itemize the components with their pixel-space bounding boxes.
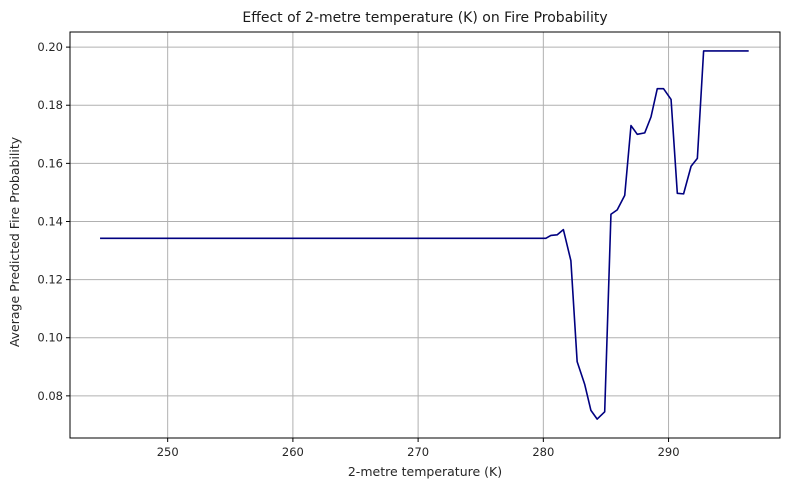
x-tick-label: 280 bbox=[532, 445, 554, 459]
x-tick-label: 290 bbox=[658, 445, 680, 459]
x-axis-label: 2-metre temperature (K) bbox=[348, 464, 502, 479]
x-tick-label: 270 bbox=[407, 445, 429, 459]
y-tick-label: 0.10 bbox=[37, 331, 63, 345]
y-tick-label: 0.18 bbox=[37, 98, 63, 112]
chart-title: Effect of 2-metre temperature (K) on Fir… bbox=[242, 10, 607, 26]
y-tick-label: 0.20 bbox=[37, 40, 63, 54]
ticks: 250 260 270 280 290 0.08 0.10 0.12 0.14 0.16 0.18 0… bbox=[37, 40, 679, 459]
y-axis-label: Average Predicted Fire Probability bbox=[7, 136, 22, 347]
y-tick-label: 0.08 bbox=[37, 389, 63, 403]
plot-frame bbox=[69, 31, 781, 439]
x-tick-label: 260 bbox=[282, 445, 304, 459]
x-tick-label: 250 bbox=[157, 445, 179, 459]
grid bbox=[70, 32, 780, 438]
y-tick-label: 0.14 bbox=[37, 214, 63, 228]
series-layer bbox=[100, 50, 749, 420]
y-tick-label: 0.12 bbox=[37, 273, 63, 287]
y-tick-label: 0.16 bbox=[37, 156, 63, 170]
series-line bbox=[100, 50, 749, 420]
